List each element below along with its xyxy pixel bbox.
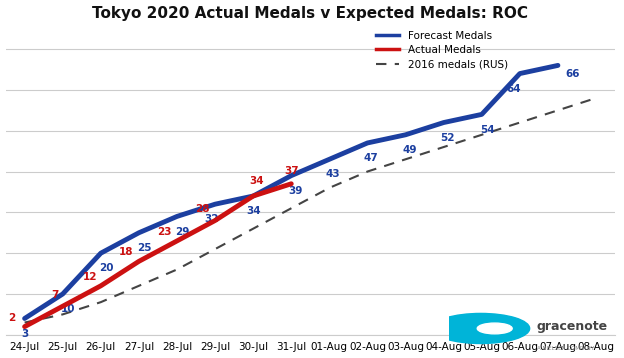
Text: 39: 39 <box>288 186 302 196</box>
Circle shape <box>432 314 530 344</box>
Text: 66: 66 <box>565 69 580 78</box>
Text: 18: 18 <box>119 247 133 257</box>
Text: 64: 64 <box>507 84 522 94</box>
Text: 29: 29 <box>175 227 190 237</box>
Legend: Forecast Medals, Actual Medals, 2016 medals (RUS): Forecast Medals, Actual Medals, 2016 med… <box>376 31 508 70</box>
Text: gracenote: gracenote <box>537 320 608 333</box>
Text: 52: 52 <box>440 133 455 143</box>
Text: 47: 47 <box>364 153 379 163</box>
Text: 2: 2 <box>8 313 15 323</box>
Text: 7: 7 <box>52 290 59 300</box>
Text: 28: 28 <box>195 204 210 214</box>
Text: 49: 49 <box>402 145 417 155</box>
Text: 12: 12 <box>82 272 97 282</box>
Circle shape <box>477 323 512 334</box>
Text: 20: 20 <box>99 263 114 274</box>
Text: 34: 34 <box>246 206 260 216</box>
Text: 43: 43 <box>326 169 341 179</box>
Text: 10: 10 <box>61 304 76 314</box>
Title: Tokyo 2020 Actual Medals v Expected Medals: ROC: Tokyo 2020 Actual Medals v Expected Meda… <box>92 6 529 20</box>
Text: A NIELSEN COMPANY: A NIELSEN COMPANY <box>537 346 593 351</box>
Text: 34: 34 <box>250 176 265 186</box>
Text: 25: 25 <box>137 243 152 253</box>
Text: 3: 3 <box>21 329 28 339</box>
Text: 37: 37 <box>284 166 298 176</box>
Text: 54: 54 <box>480 125 495 135</box>
Text: 23: 23 <box>157 227 171 237</box>
Text: 32: 32 <box>204 214 218 224</box>
